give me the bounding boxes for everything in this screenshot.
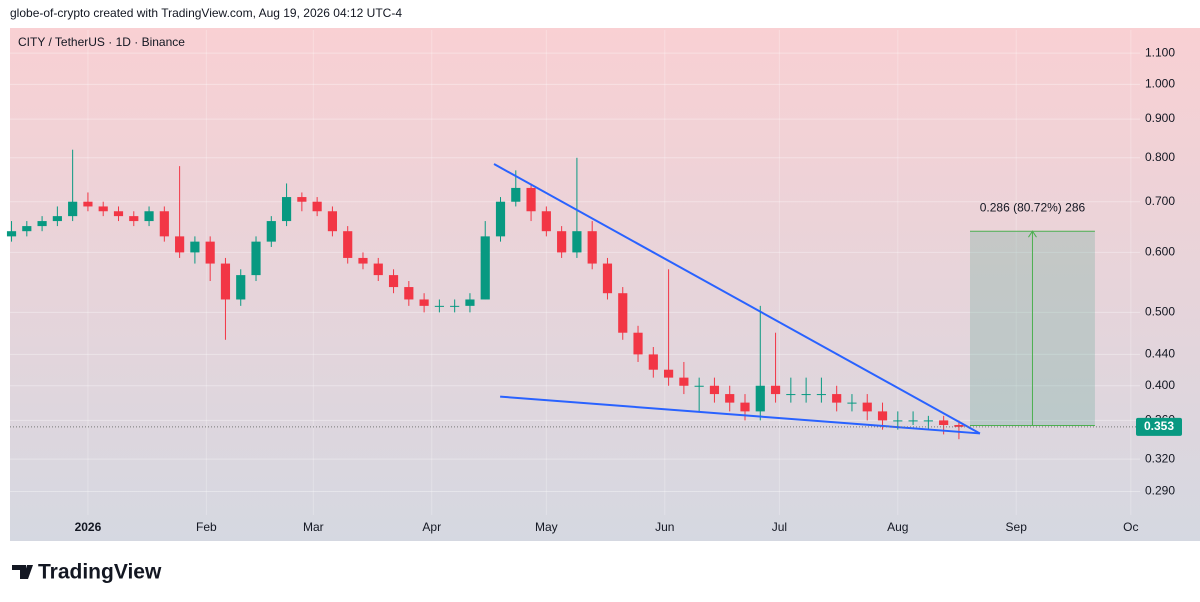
- price-label: 0.353: [1144, 419, 1174, 433]
- x-tick-label: Feb: [196, 520, 217, 534]
- candle-body: [709, 385, 720, 395]
- candle-body: [190, 241, 200, 253]
- logo-text: TradingView: [38, 561, 162, 584]
- candle-body: [113, 211, 124, 217]
- y-tick-label: 0.400: [1145, 378, 1175, 392]
- candle-body: [893, 420, 903, 422]
- candle-body: [343, 231, 353, 258]
- candle-body: [755, 385, 765, 412]
- y-tick-label: 1.100: [1145, 45, 1175, 59]
- candle-body: [495, 201, 506, 237]
- y-tick-label: 0.700: [1145, 194, 1175, 208]
- price-label-bg: [1136, 417, 1182, 436]
- candle-body: [770, 385, 781, 395]
- candle-body: [908, 420, 918, 422]
- candle-body: [648, 354, 658, 370]
- y-tick-label: 0.800: [1145, 150, 1175, 164]
- candle-body: [98, 206, 108, 212]
- candle-body: [175, 236, 185, 253]
- candle-body: [939, 420, 949, 425]
- x-tick-label: Apr: [422, 520, 441, 534]
- candle-body: [847, 402, 857, 404]
- candle-body: [450, 305, 460, 307]
- y-tick-label: 0.600: [1145, 245, 1175, 259]
- candle-body: [801, 394, 811, 396]
- x-tick-label: Jul: [772, 520, 787, 534]
- candle-body: [954, 424, 964, 427]
- candle-body: [923, 420, 933, 422]
- candle-body: [541, 211, 551, 232]
- measure-arrowhead: [1028, 230, 1037, 238]
- chart-title: CITY / TetherUS · 1D · Binance: [18, 35, 185, 49]
- candle-body: [664, 369, 674, 378]
- candle-body: [281, 197, 292, 222]
- candle-body: [220, 263, 231, 300]
- candle-body: [373, 263, 383, 276]
- candle-body: [511, 187, 521, 202]
- trendline: [500, 395, 981, 435]
- candle-body: [832, 394, 842, 403]
- candle-body: [205, 241, 215, 264]
- candle-body: [557, 231, 567, 253]
- candle-body: [465, 299, 475, 306]
- candle-body: [159, 211, 169, 237]
- candle-body: [725, 394, 735, 403]
- candle-body: [816, 394, 826, 396]
- candle-body: [786, 394, 796, 396]
- candle-body: [404, 287, 414, 300]
- x-tick-label: Aug: [887, 520, 908, 534]
- candle-body: [251, 241, 261, 276]
- y-tick-label: 0.440: [1145, 347, 1175, 361]
- candle-body: [694, 385, 704, 387]
- candle-body: [602, 263, 613, 294]
- candle-body: [572, 231, 582, 253]
- candle-body: [6, 231, 17, 237]
- x-tick-label: Oc: [1123, 520, 1138, 534]
- candle-body: [144, 211, 154, 222]
- logo-icon: [12, 565, 33, 579]
- candle-body: [633, 332, 643, 355]
- candle-body: [740, 402, 750, 412]
- y-tick-label: 0.900: [1145, 111, 1175, 125]
- candle-body: [297, 197, 307, 202]
- credit: globe-of-crypto created with TradingView…: [10, 6, 402, 20]
- candle-body: [526, 187, 536, 212]
- x-tick-label: Mar: [303, 520, 324, 534]
- candle-body: [327, 211, 338, 232]
- x-tick-label: Jun: [655, 520, 674, 534]
- candle-body: [862, 402, 872, 412]
- x-tick-label: Sep: [1006, 520, 1028, 534]
- candle-body: [618, 293, 628, 333]
- candle-body: [388, 275, 399, 288]
- y-tick-label: 0.500: [1145, 305, 1175, 319]
- candle-body: [480, 236, 490, 300]
- candle-body: [434, 305, 444, 307]
- candle-body: [679, 377, 689, 386]
- trendline: [493, 163, 981, 435]
- candle-body: [37, 221, 47, 227]
- candle-body: [236, 275, 246, 300]
- candle-body: [419, 299, 429, 306]
- logo: TradingView: [12, 561, 162, 584]
- candle-body: [358, 257, 368, 264]
- candle-body: [68, 201, 78, 217]
- candle-body: [266, 221, 276, 242]
- x-tick-label: 2026: [75, 520, 102, 534]
- y-tick-label: 1.000: [1145, 77, 1175, 91]
- x-tick-label: May: [535, 520, 558, 534]
- candle-body: [587, 231, 597, 264]
- candle-body: [83, 201, 93, 207]
- y-tick-label: 0.320: [1145, 451, 1175, 465]
- candle-body: [877, 411, 888, 421]
- candle-body: [22, 226, 32, 232]
- candle-body: [52, 216, 62, 222]
- y-tick-label: 0.290: [1145, 484, 1175, 498]
- candle-body: [129, 216, 139, 222]
- candle-body: [312, 201, 322, 212]
- measure-label: 0.286 (80.72%) 286: [980, 200, 1086, 214]
